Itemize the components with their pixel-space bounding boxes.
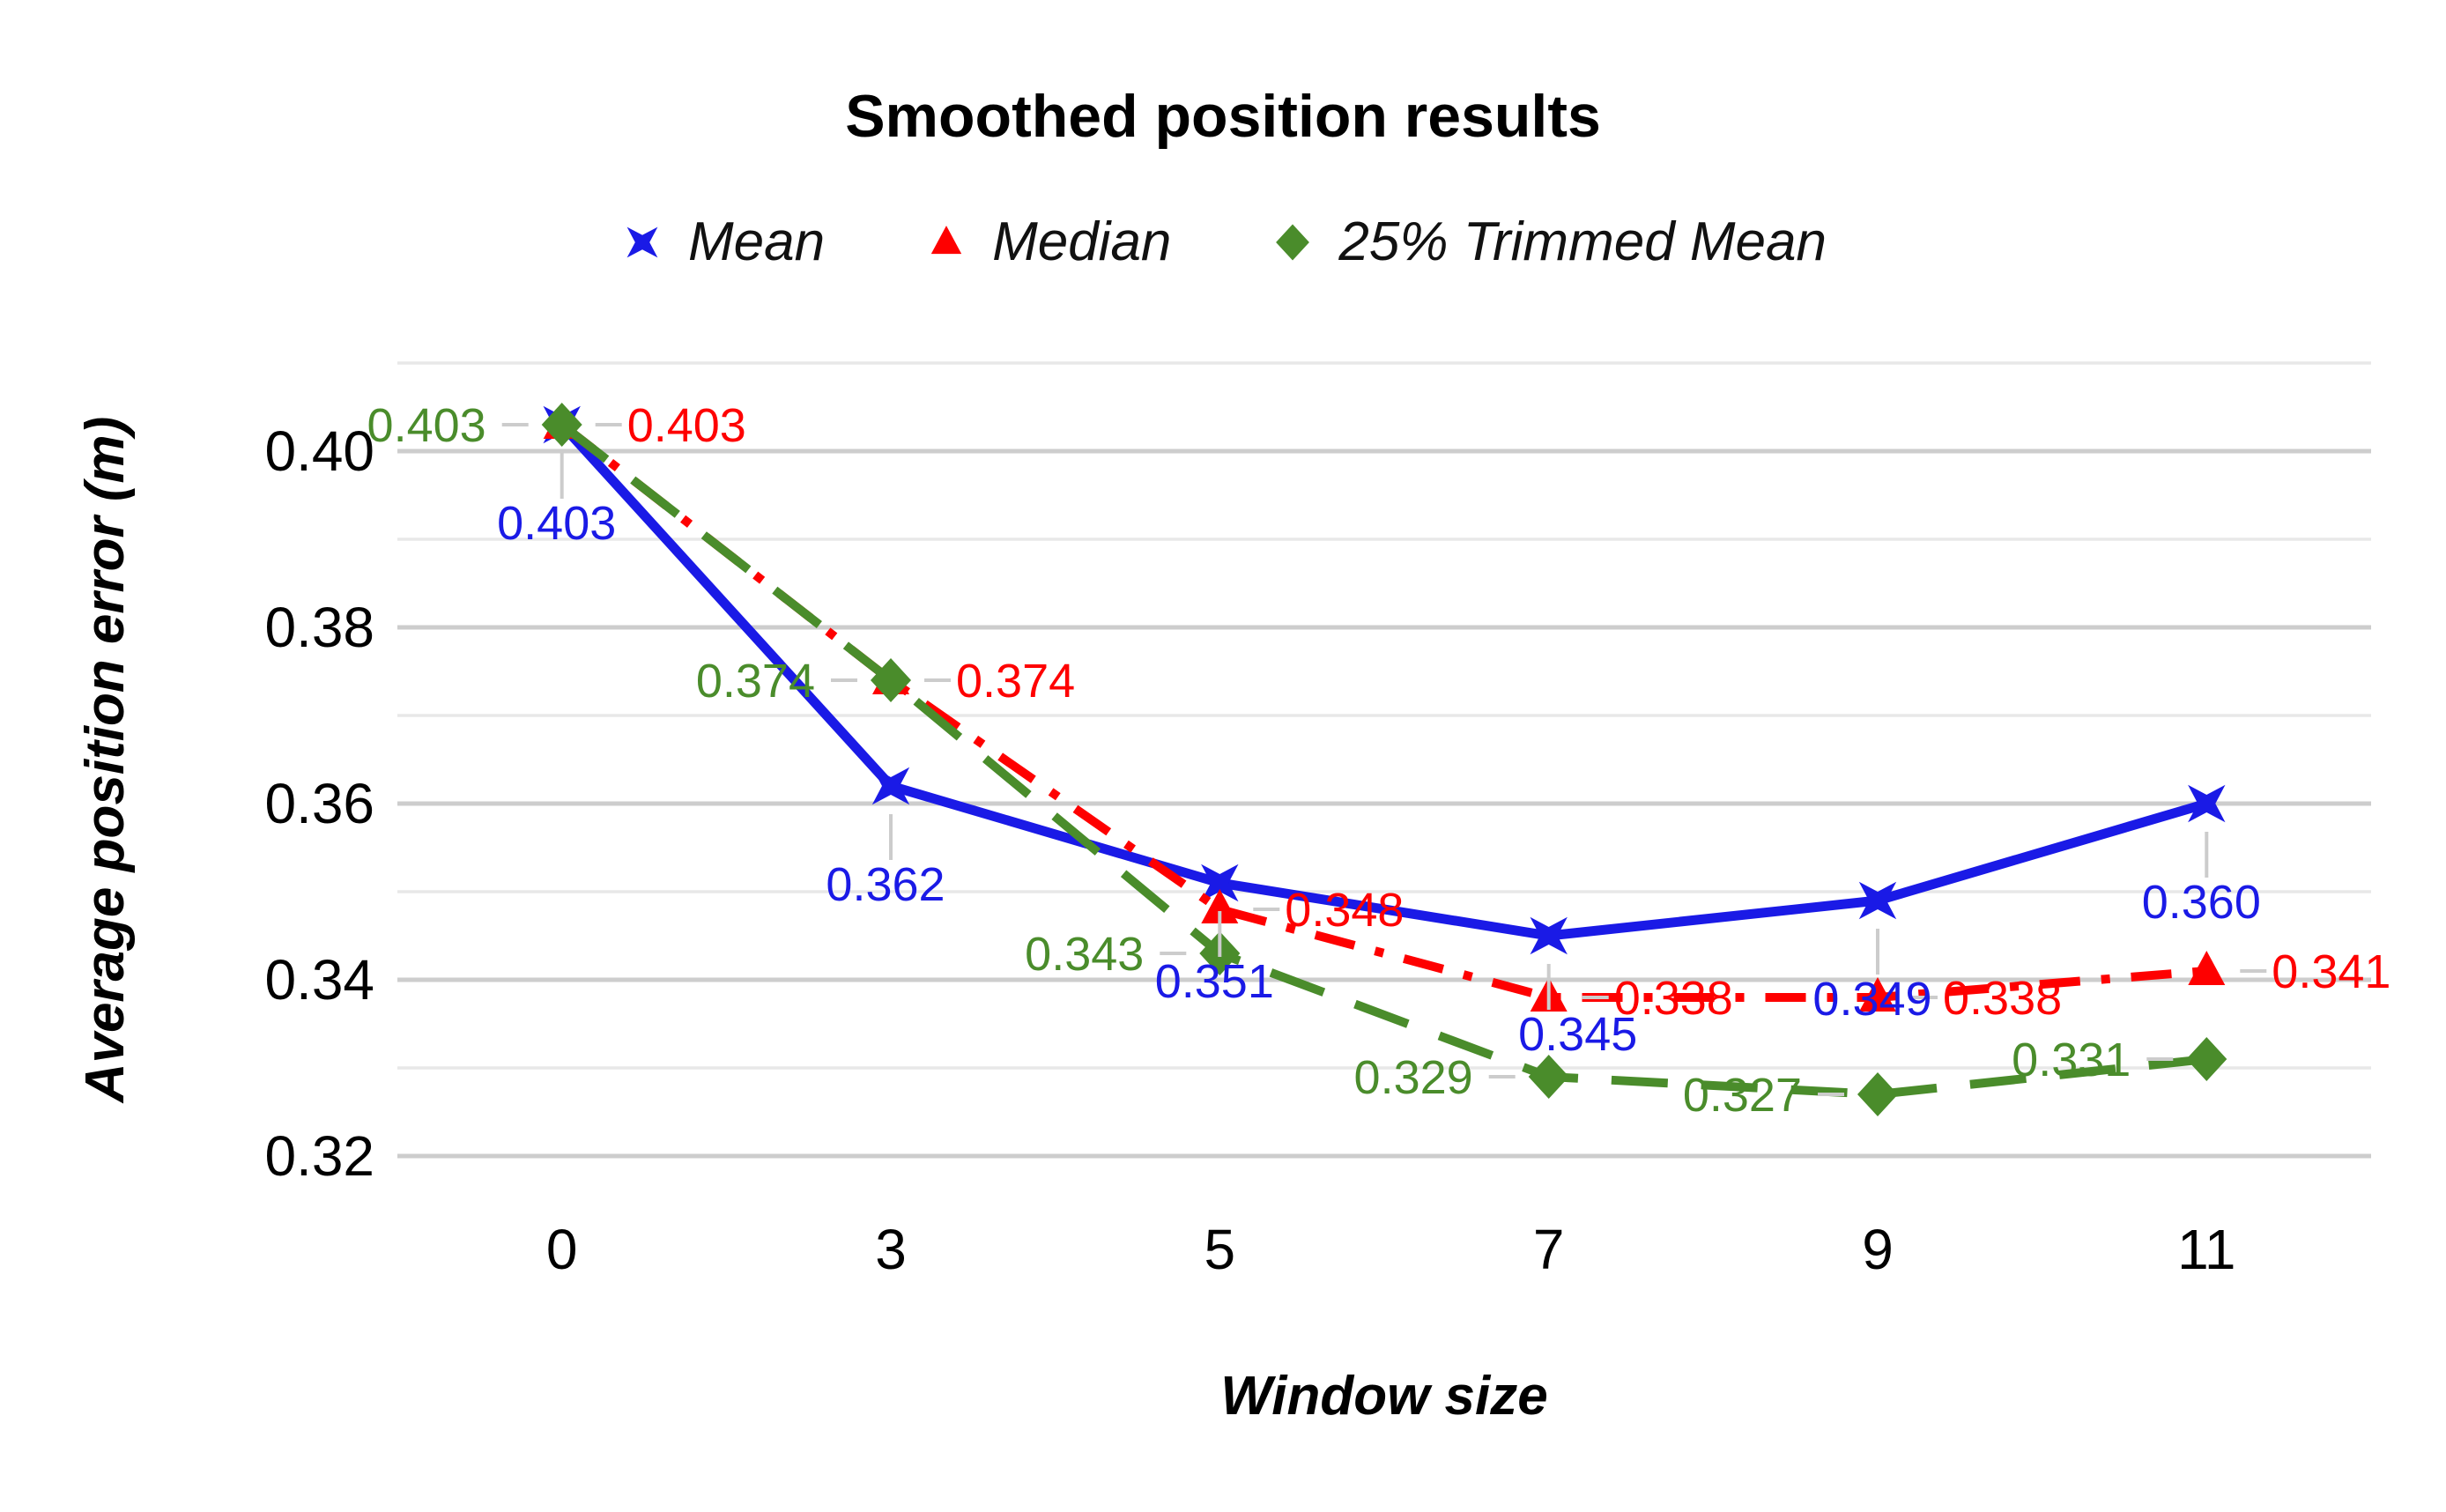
y-axis-title: Average position error (m) <box>75 416 136 1103</box>
annotation-median-x5: 0.348 <box>1285 884 1404 937</box>
annotation-mean-x5: 0.351 <box>1155 955 1274 1008</box>
legend: Mean Median 25% Trimmed Mean <box>0 215 2446 270</box>
annotation-median-x9: 0.338 <box>1943 972 2062 1025</box>
legend-label-median: Median <box>992 211 1172 272</box>
marker-25-trimmed-mean-x9[interactable] <box>1857 1072 1898 1116</box>
series-line-25-trimmed-mean <box>559 421 2207 1099</box>
marker-median-x11[interactable] <box>2188 951 2226 985</box>
marker-median-x9[interactable] <box>1859 977 1896 1012</box>
chart-title: Smoothed position results <box>845 83 1601 150</box>
x-axis-title: Window size <box>1220 1366 1548 1427</box>
annotation-median-x11: 0.341 <box>2272 945 2390 998</box>
annotation-25-trimmed-mean-x0: 0.403 <box>367 399 486 452</box>
annotation-25-trimmed-mean-x3: 0.374 <box>696 655 815 708</box>
x-tick-label-11: 11 <box>2177 1218 2235 1281</box>
marker-mean-x7[interactable] <box>1530 916 1568 955</box>
legend-label-25-trimmed-mean: 25% Trimmed Mean <box>1338 211 1827 272</box>
marker-25-trimmed-mean-x0[interactable] <box>541 403 582 447</box>
x-tick-label-5: 5 <box>1204 1218 1236 1281</box>
legend-label-mean: Mean <box>687 211 826 272</box>
annotation-25-trimmed-mean-x5: 0.343 <box>1025 928 1144 981</box>
legend-item-mean: Mean <box>619 215 825 270</box>
triangle-icon <box>930 226 962 255</box>
annotation-25-trimmed-mean-x9: 0.327 <box>1683 1069 1802 1122</box>
annotation-median-x0: 0.403 <box>627 399 746 452</box>
y-tick-label-0.34: 0.34 <box>264 948 374 1012</box>
y-tick-label-0.38: 0.38 <box>264 596 374 659</box>
y-tick-label-0.32: 0.32 <box>264 1124 374 1188</box>
marker-mean-x5[interactable] <box>1201 863 1239 902</box>
annotation-mean-x9: 0.349 <box>1812 973 1931 1026</box>
annotation-mean-x3: 0.362 <box>826 858 945 911</box>
annotation-median-x3: 0.374 <box>956 655 1075 708</box>
annotation-mean-x7: 0.345 <box>1518 1008 1637 1061</box>
annotation-mean-x11: 0.360 <box>2142 876 2261 929</box>
x-tick-label-0: 0 <box>546 1218 578 1281</box>
marker-mean-x11[interactable] <box>2188 784 2226 823</box>
annotation-median-x7: 0.338 <box>1614 972 1733 1025</box>
x-star-icon <box>626 226 658 258</box>
marker-25-trimmed-mean-x3[interactable] <box>871 658 911 702</box>
annotation-25-trimmed-mean-x7: 0.329 <box>1354 1051 1473 1104</box>
marker-25-trimmed-mean-x11[interactable] <box>2186 1037 2227 1081</box>
y-tick-label-0.40: 0.40 <box>264 419 374 483</box>
diamond-icon <box>1276 224 1310 261</box>
series-line-mean <box>558 421 2208 941</box>
annotation-mean-x0: 0.403 <box>497 497 616 550</box>
marker-25-trimmed-mean-x7[interactable] <box>1528 1055 1569 1099</box>
x-tick-label-7: 7 <box>1533 1218 1565 1281</box>
annotation-25-trimmed-mean-x11: 0.331 <box>2012 1034 2131 1086</box>
marker-median-x5[interactable] <box>1201 889 1239 923</box>
legend-item-median: Median <box>923 215 1171 270</box>
marker-mean-x3[interactable] <box>871 767 910 805</box>
x-tick-label-9: 9 <box>1862 1218 1894 1281</box>
marker-mean-x9[interactable] <box>1858 881 1897 920</box>
y-tick-label-0.36: 0.36 <box>264 772 374 835</box>
x-tick-label-3: 3 <box>875 1218 907 1281</box>
legend-item-25-trimmed-mean: 25% Trimmed Mean <box>1270 215 1827 270</box>
